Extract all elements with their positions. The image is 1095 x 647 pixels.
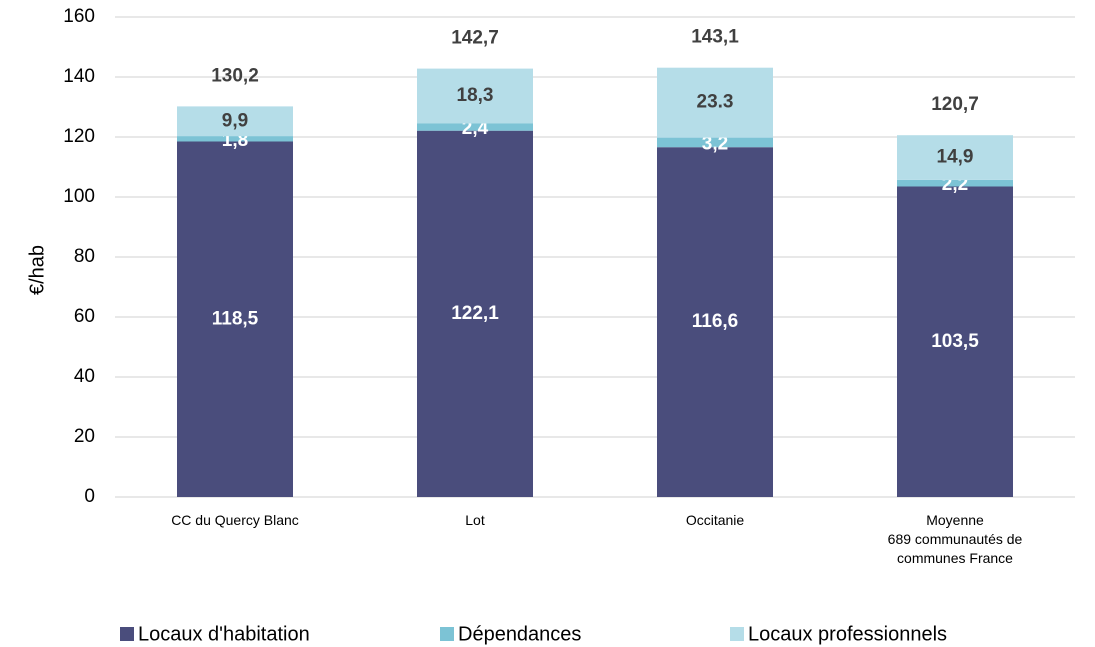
y-tick-label: 140 [63, 66, 95, 87]
value-label: 9,9 [222, 110, 248, 131]
bar-segment [897, 179, 1013, 187]
legend-label: Locaux professionnels [748, 623, 947, 645]
legend-label: Locaux d'habitation [138, 623, 310, 645]
bar-segment [417, 123, 533, 131]
y-tick-label: 160 [63, 6, 95, 27]
y-axis-label: €/hab [26, 245, 48, 295]
legend-marker [730, 627, 744, 641]
bar-segment [657, 147, 773, 497]
y-tick-label: 80 [74, 246, 95, 267]
bar-segment [657, 67, 773, 138]
bar-segment [897, 186, 1013, 497]
value-label: 116,6 [692, 311, 739, 332]
y-tick-label: 0 [84, 486, 95, 507]
value-label: 122,1 [451, 303, 499, 324]
value-label: 103,5 [931, 331, 979, 352]
bar-segment [897, 135, 1013, 180]
y-tick-label: 40 [74, 366, 95, 387]
bar-segment [417, 130, 533, 497]
bar-segment [657, 137, 773, 148]
total-label: 130,2 [211, 65, 259, 86]
value-label: 118,5 [212, 308, 259, 329]
bar-segment [177, 141, 293, 497]
value-label: 14,9 [937, 147, 974, 168]
x-tick-label: Lot [465, 512, 485, 528]
x-tick-label: Moyenne 689 communautés de communes France [888, 512, 1023, 566]
y-tick-label: 20 [74, 426, 95, 447]
bar-segment [177, 106, 293, 137]
y-tick-label: 120 [63, 126, 95, 147]
y-tick-label: 60 [74, 306, 95, 327]
x-tick-label: CC du Quercy Blanc [171, 512, 299, 528]
total-label: 143,1 [691, 27, 739, 48]
total-label: 120,7 [931, 94, 979, 115]
y-tick-label: 100 [63, 186, 95, 207]
bar-segment [177, 136, 293, 142]
value-label: 23.3 [697, 92, 734, 113]
value-label: 18,3 [457, 85, 494, 106]
legend-marker [440, 627, 454, 641]
legend-marker [120, 627, 134, 641]
bar-segment [417, 68, 533, 124]
legend-label: Dépendances [458, 623, 581, 645]
x-tick-label: Occitanie [686, 512, 745, 528]
value-label: 3,2 [702, 133, 728, 154]
total-label: 142,7 [451, 28, 499, 49]
